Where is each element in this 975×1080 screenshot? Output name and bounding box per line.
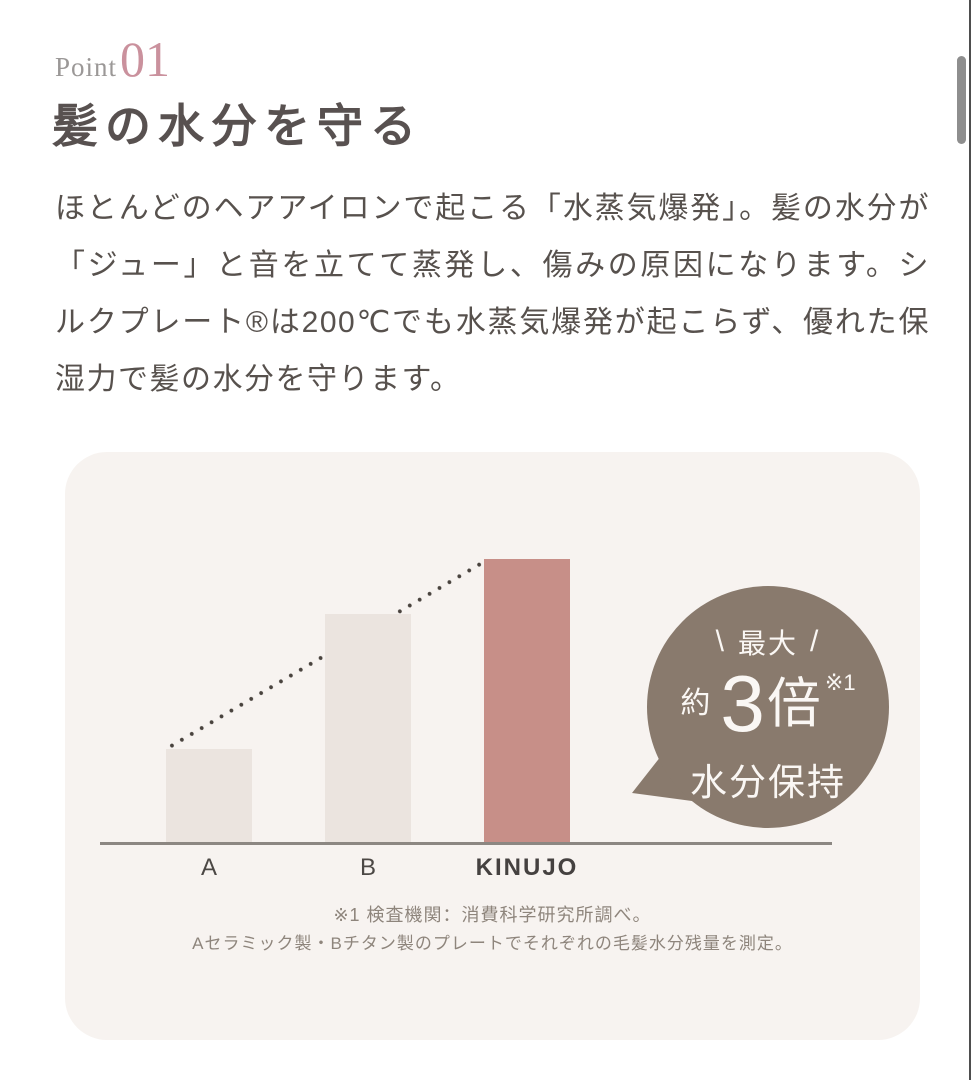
window-edge-line bbox=[969, 0, 971, 1080]
footnote-line2: Aセラミック製・Bチタン製のプレートでそれぞれの毛髪水分残量を測定。 bbox=[192, 934, 793, 953]
point-number: 01 bbox=[120, 31, 171, 87]
slash-decor: / bbox=[810, 625, 821, 658]
bar-b bbox=[325, 614, 411, 844]
bubble-footnote-ref: ※1 bbox=[824, 670, 856, 695]
footnote-line1: ※1 検査機関：消費科学研究所調べ。 bbox=[333, 905, 652, 925]
backslash-decor: \ bbox=[715, 625, 726, 658]
bubble-approx: 約 bbox=[680, 687, 711, 720]
bubble-label-bottom: 水分保持 bbox=[690, 762, 846, 803]
callout-bubble-text: \ 最大 / 約 3 倍 ※1 水分保持 bbox=[618, 622, 918, 806]
bubble-top-row: \ 最大 / bbox=[704, 622, 833, 662]
axis-label-a: A bbox=[200, 854, 217, 881]
bubble-multiplier-row: 約 3 倍 ※1 bbox=[680, 664, 855, 744]
bubble-label-top: 最大 bbox=[737, 628, 798, 659]
axis-label-kinujo: KINUJO bbox=[475, 854, 579, 881]
chart-card: A B KINUJO \ 最大 / 約 3 倍 ※1 水分保持 ※1 検査機関：… bbox=[65, 452, 920, 1040]
bubble-unit: 倍 bbox=[766, 674, 821, 734]
section-title: 髪の水分を守る bbox=[52, 100, 423, 152]
bubble-digit: 3 bbox=[720, 659, 765, 748]
x-axis-line bbox=[100, 842, 832, 845]
bar-a bbox=[166, 749, 252, 844]
point-label: Point 01 bbox=[55, 34, 170, 84]
scrollbar-thumb[interactable] bbox=[957, 56, 966, 144]
bar-kinujo bbox=[484, 559, 570, 844]
body-paragraph: ほとんどのヘアアイロンで起こる「水蒸気爆発」。髪の水分が「ジュー」と音を立てて蒸… bbox=[55, 192, 930, 396]
point-prefix: Point bbox=[55, 52, 118, 82]
axis-label-b: B bbox=[359, 854, 376, 881]
bubble-circle bbox=[647, 586, 889, 828]
callout-bubble-shape bbox=[632, 586, 889, 828]
